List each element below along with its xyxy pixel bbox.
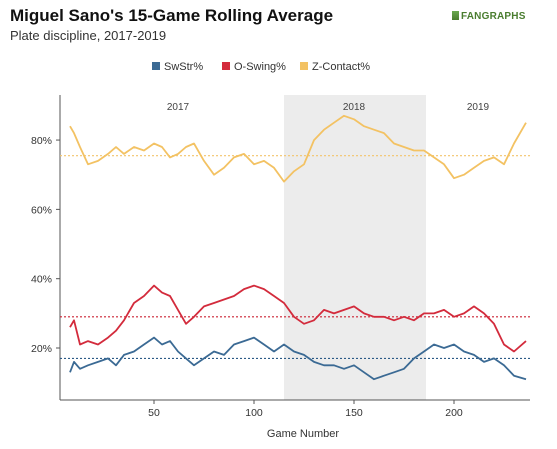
season-label-2018: 2018 bbox=[343, 102, 366, 113]
y-tick-label: 20% bbox=[31, 343, 52, 355]
legend-label-oswing: O-Swing% bbox=[234, 61, 286, 73]
x-tick-label: 200 bbox=[445, 407, 463, 419]
legend-swatch-swstr bbox=[152, 62, 160, 70]
y-tick-label: 60% bbox=[31, 204, 52, 216]
chart-title: Miguel Sano's 15-Game Rolling Average bbox=[10, 6, 334, 25]
legend: SwStr% O-Swing% Z-Contact% bbox=[152, 61, 370, 73]
legend-label-zcontact: Z-Contact% bbox=[312, 61, 370, 73]
x-axis-label: Game Number bbox=[267, 428, 339, 440]
series-line-zcontact bbox=[69, 114, 527, 183]
x-tick-label: 100 bbox=[245, 407, 263, 419]
y-tick-label: 40% bbox=[31, 274, 52, 286]
fangraphs-logo-text: FANGRAPHS bbox=[461, 11, 526, 22]
fangraphs-logo[interactable]: FANGRAPHS bbox=[452, 11, 526, 22]
chart-subtitle: Plate discipline, 2017-2019 bbox=[10, 28, 167, 43]
season-band-2018 bbox=[284, 95, 426, 400]
season-label-2017: 2017 bbox=[167, 102, 190, 113]
fangraphs-logo-icon bbox=[452, 11, 459, 20]
season-bands: 2017 2018 2019 bbox=[167, 95, 490, 400]
axes: 20% 40% 60% 80% 50 100 150 200 bbox=[31, 95, 530, 419]
x-tick-label: 150 bbox=[345, 407, 363, 419]
series-lines bbox=[69, 114, 527, 381]
series-line-oswing bbox=[69, 284, 527, 353]
x-tick-label: 50 bbox=[148, 407, 160, 419]
legend-label-swstr: SwStr% bbox=[164, 61, 203, 73]
y-tick-label: 80% bbox=[31, 135, 52, 147]
legend-swatch-zcontact bbox=[300, 62, 308, 70]
legend-swatch-oswing bbox=[222, 62, 230, 70]
season-label-2019: 2019 bbox=[467, 102, 490, 113]
series-line-swstr bbox=[69, 336, 527, 381]
